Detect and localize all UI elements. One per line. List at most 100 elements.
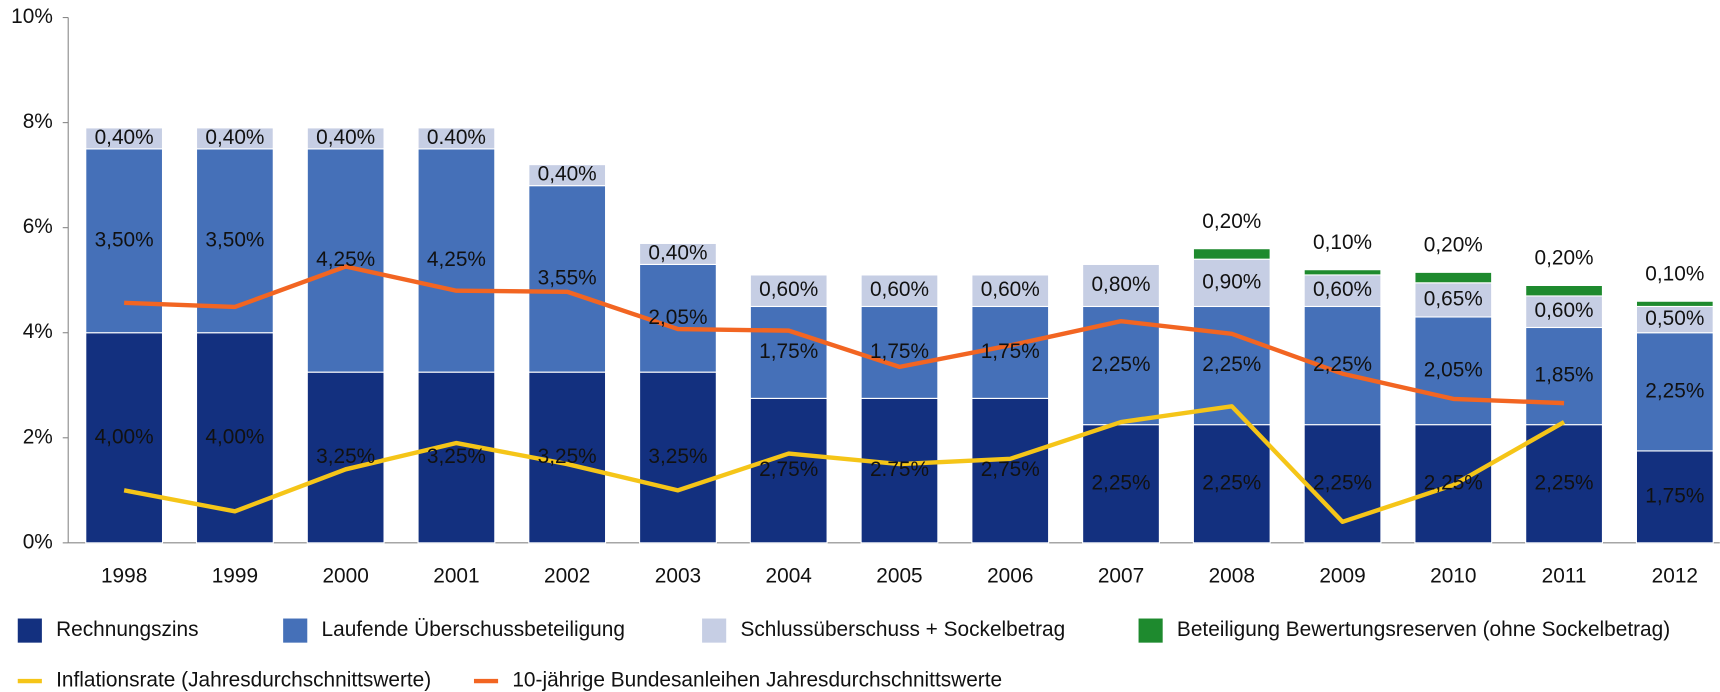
data-label: 0,60% [981,278,1040,301]
data-label: 3,50% [95,228,154,251]
bar-segment [1525,284,1603,297]
bar-segment [1414,271,1493,284]
data-label: 0,40% [538,163,597,186]
data-label: 2.75% [870,458,929,481]
data-label: 2,25% [1202,353,1261,376]
x-tick-label: 2012 [1652,564,1698,587]
data-label: 0,20% [1535,247,1594,270]
data-label: 3,55% [538,266,597,289]
data-label: 0,65% [1424,287,1483,310]
bar-segment [85,127,164,150]
data-label: 0,60% [870,278,929,301]
data-label: 0,20% [1202,210,1261,233]
data-label: 0,40% [205,126,264,149]
legend-label: 10-jährige Bundesanleihen Jahresdurchsch… [512,669,1002,692]
bar-segment [1192,248,1271,260]
bar-segment [971,274,1050,308]
legend-label: Inflationsrate (Jahresdurchschnittswerte… [56,669,431,692]
bar-segment [1635,305,1714,334]
x-tick-label: 1998 [101,564,147,587]
data-label: 2,25% [1645,379,1704,402]
bar-segment [639,242,717,265]
legend-swatch [1138,618,1163,643]
data-label: 2,05% [648,306,707,329]
data-label: 0.40% [427,126,486,149]
x-tick-label: 2004 [766,564,812,587]
legend-label: Rechnungszins [56,618,198,641]
y-tick-label: 4% [23,320,53,343]
x-tick-label: 2000 [322,564,368,587]
bar-segment [1635,332,1714,452]
data-label: 3,25% [538,445,597,468]
data-label: 2,75% [981,458,1040,481]
bar-segment [306,148,385,373]
data-label: 3,50% [205,228,264,251]
bar-segment [1525,424,1603,544]
data-label: 0,10% [1645,262,1704,285]
y-tick-label: 8% [23,110,53,133]
bar-segment [749,397,828,544]
data-label: 2,05% [1424,358,1483,381]
data-label: 4,00% [205,425,264,448]
y-tick-label: 10% [11,5,53,28]
legend-label: Laufende Überschussbeteiligung [322,618,625,641]
x-tick-label: 2003 [655,564,701,587]
bar-segment [860,305,939,399]
bar-segment [1414,316,1493,426]
data-label: 4,25% [427,248,486,271]
data-label: 2,75% [759,458,818,481]
bar-segment [195,127,274,150]
data-label: 2,25% [1313,471,1372,494]
bar-segment [1082,263,1160,308]
data-label: 1,85% [1535,364,1594,387]
bar-segment [1525,295,1603,329]
bar-segment [1303,274,1382,308]
line-series [123,404,1566,525]
x-tick-label: 2009 [1319,564,1365,587]
data-label: 3,25% [316,445,375,468]
line-series [124,264,1565,406]
data-label: 0,40% [316,126,375,149]
data-label: 0,20% [1424,233,1483,256]
x-tick-label: 2001 [433,564,479,587]
legend-label: Beteiligung Bewertungsreserven (ohne Soc… [1177,618,1670,641]
x-tick-label: 2002 [544,564,590,587]
data-label: 1,75% [870,340,929,363]
bar-segment [417,127,496,150]
data-label: 2,25% [1091,471,1150,494]
data-label: 0,90% [1202,270,1261,293]
bar-segment [1303,269,1382,276]
data-label: 1,75% [981,340,1040,363]
legend-swatch [17,618,42,643]
data-label: 0,60% [1313,278,1372,301]
data-label: 4,25% [316,248,375,271]
legend-swatch [283,618,308,643]
data-label: 2,25% [1535,471,1594,494]
x-tick-label: 2006 [987,564,1033,587]
legend-label: Schlussüberschuss + Sockelbetrag [740,618,1065,641]
legend-swatch [702,618,727,643]
bar-segment [971,397,1050,544]
data-label: 2,25% [1202,471,1261,494]
data-label: 0,60% [759,278,818,301]
bar-segment [1082,424,1160,544]
x-tick-label: 2007 [1098,564,1144,587]
bar-segment [1525,326,1603,426]
data-label: 0,40% [95,126,154,149]
data-label: 4,00% [95,425,154,448]
bar-segment [195,148,274,334]
bar-segment [306,127,385,150]
data-label: 3,25% [648,445,707,468]
bar-segment [860,274,939,308]
bar-segment [749,305,828,399]
bar-segment [85,332,164,544]
bar-segment [417,148,496,373]
data-label: 1,75% [759,340,818,363]
data-label: 0,80% [1091,273,1150,296]
data-label: 1,75% [1645,484,1704,507]
y-tick-label: 0% [23,530,53,553]
x-tick-label: 1999 [212,564,258,587]
y-tick-label: 2% [23,425,53,448]
bar-segment [1635,300,1714,308]
bar-segment [528,185,607,373]
